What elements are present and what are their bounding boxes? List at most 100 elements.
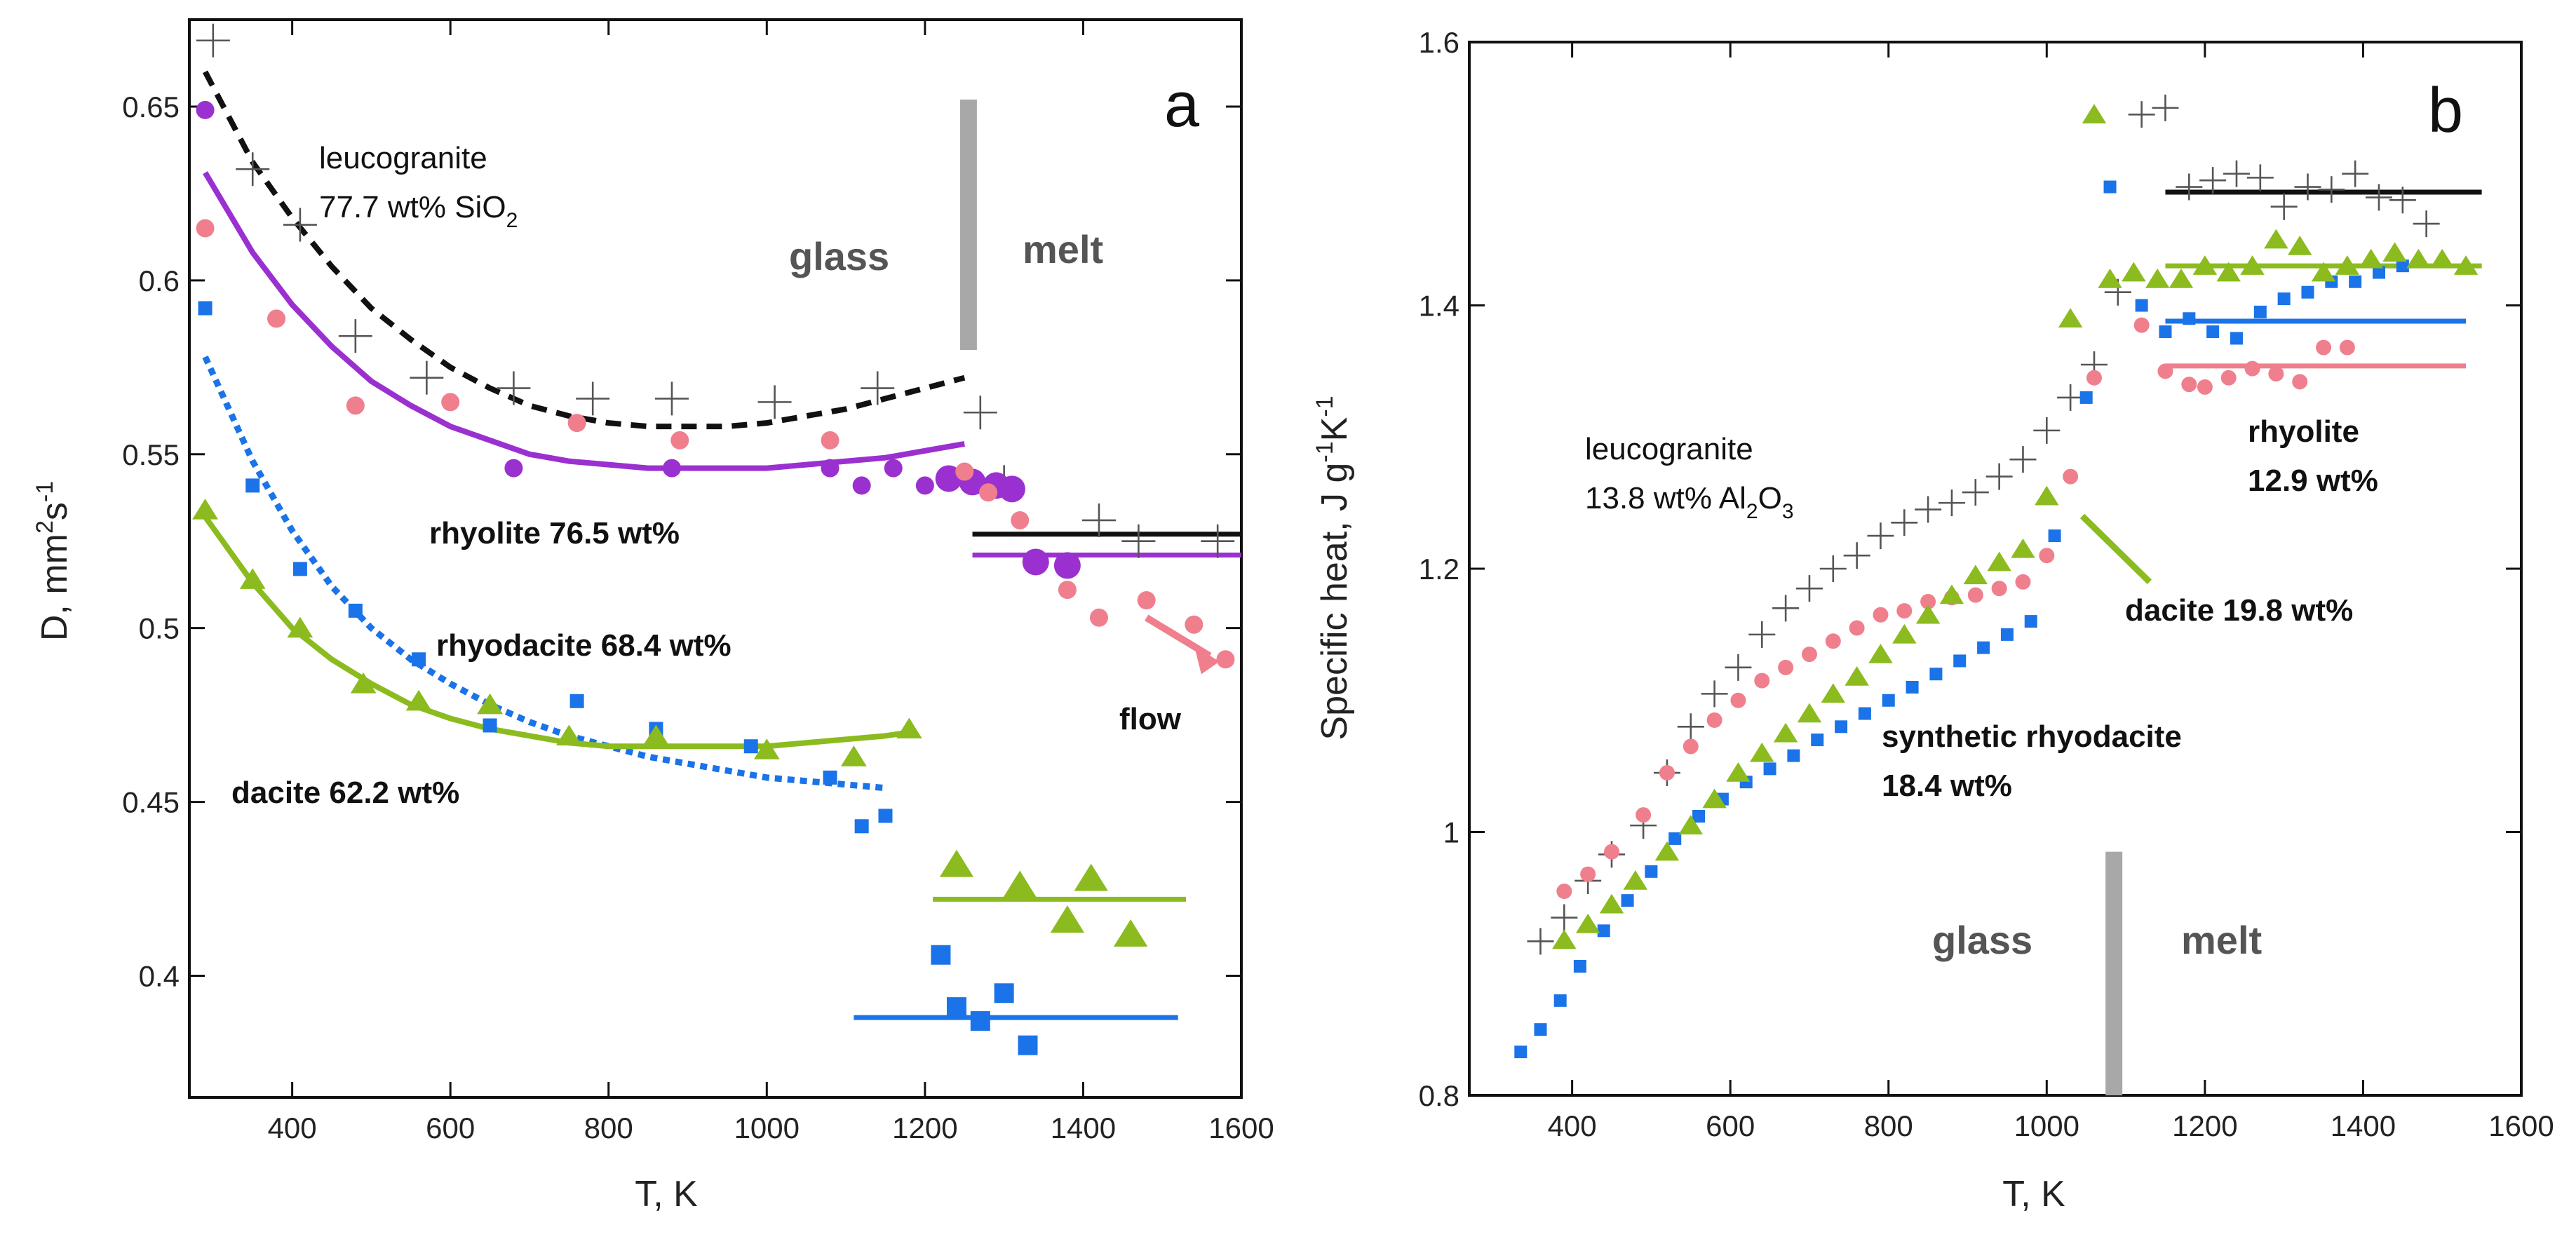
b-rhyolite-point-20 bbox=[2039, 548, 2055, 564]
b-rhyolite-point-26 bbox=[2197, 379, 2213, 395]
b-synthetic_rhyodacite-point-14 bbox=[1835, 720, 1848, 734]
a-leucogranite-label-line2: 77.7 wt% SiO2 bbox=[319, 190, 518, 232]
b-dacite-point-30 bbox=[2264, 229, 2288, 249]
b-dacite-point-21 bbox=[2058, 308, 2083, 328]
a-rhyolite_pink-point-5 bbox=[670, 431, 689, 449]
b-dacite-label: dacite 19.8 wt% bbox=[2125, 593, 2353, 628]
b-dacite-point-25 bbox=[2145, 268, 2170, 288]
b-rhyolite-point-18 bbox=[1991, 581, 2007, 597]
b-xtick-label-1400: 1400 bbox=[2331, 1109, 2396, 1142]
b-synthetic_rhyodacite-point-23 bbox=[2048, 529, 2061, 543]
b-dacite-point-36 bbox=[2406, 248, 2431, 269]
a-rhyolite_pink-point-0 bbox=[196, 219, 215, 238]
a-leucogranite-point-0 bbox=[196, 23, 230, 58]
a-rhyolite_purple-point-10 bbox=[998, 475, 1025, 503]
b-ytick-label-4: 1.6 bbox=[1419, 26, 1459, 59]
a-rhyolite_purple-point-3 bbox=[821, 459, 839, 478]
b-leucogranite-point-15 bbox=[1891, 509, 1918, 536]
b-synthetic_rhyodacite-point-36 bbox=[2372, 266, 2385, 279]
b-synthetic_rhyodacite-point-4 bbox=[1597, 924, 1610, 938]
b-synthetic_rhyodacite-point-18 bbox=[1929, 668, 1943, 681]
b-leucogranite-point-25 bbox=[2128, 101, 2155, 128]
a-rhyolite_purple-point-12 bbox=[1053, 552, 1081, 579]
a-leucogranite-point-5 bbox=[497, 371, 531, 405]
a-rhyodacite-point-9 bbox=[823, 770, 837, 785]
b-rhyolite-point-15 bbox=[1920, 593, 1936, 609]
a-dacite-point-15 bbox=[1113, 919, 1148, 947]
a-leucogranite-point-10 bbox=[963, 396, 997, 430]
b-synthetic_rhyodacite-point-16 bbox=[1882, 694, 1895, 707]
b-rhyolite-point-3 bbox=[1636, 807, 1652, 823]
b-leucogranite-point-35 bbox=[2365, 184, 2392, 211]
b-dacite-point-4 bbox=[1654, 841, 1680, 861]
a-rhyolite_purple-point-11 bbox=[1022, 548, 1049, 576]
a-rhyodacite-point-6 bbox=[569, 694, 584, 708]
a-rhyolite_purple-point-7 bbox=[935, 465, 962, 492]
a-xtick-label-800: 800 bbox=[584, 1111, 633, 1144]
b-rhyolite-point-22 bbox=[2086, 370, 2102, 386]
b-leucogranite-point-10 bbox=[1772, 595, 1800, 622]
b-rhyolite-point-2 bbox=[1604, 844, 1620, 860]
b-rhyolite-point-27 bbox=[2220, 370, 2237, 386]
a-dacite-point-9 bbox=[840, 745, 867, 766]
a-rhyolite_purple-point-5 bbox=[884, 459, 903, 478]
panel-a-annotations: a leucogranite 77.7 wt% SiO2 rhyolite 76… bbox=[231, 70, 1200, 810]
b-dacite-point-12 bbox=[1845, 665, 1869, 686]
a-rhyolite_purple-point-0 bbox=[196, 100, 215, 119]
b-dacite-point-27 bbox=[2192, 255, 2218, 275]
b-dacite-point-15 bbox=[1915, 604, 1941, 624]
b-dacite-point-1 bbox=[1575, 913, 1600, 933]
a-rhyolite_purple-point-6 bbox=[915, 476, 934, 495]
b-dacite-point-33 bbox=[2335, 255, 2360, 275]
a-rhyolite_pink-point-9 bbox=[1011, 511, 1030, 529]
b-rhyolite-point-23 bbox=[2133, 317, 2150, 333]
b-synthetic-label-line2: 18.4 wt% bbox=[1882, 769, 2012, 803]
b-dacite-point-5 bbox=[1678, 815, 1704, 834]
b-leucogranite-point-36 bbox=[2389, 187, 2416, 214]
a-leucogranite-point-12 bbox=[1081, 503, 1116, 537]
b-synthetic_rhyodacite-point-31 bbox=[2253, 305, 2267, 318]
b-leucogranite-point-16 bbox=[1915, 496, 1942, 523]
a-rhyodacite-point-16 bbox=[1018, 1035, 1038, 1055]
a-xtick-label-400: 400 bbox=[268, 1111, 317, 1144]
b-rhyolite-point-29 bbox=[2268, 366, 2284, 382]
a-rhyodacite-point-4 bbox=[412, 652, 426, 667]
b-rhyolite-point-11 bbox=[1825, 633, 1841, 649]
a-leucogranite-label-main: 77.7 wt% SiO bbox=[319, 190, 506, 224]
a-rhyodacite-point-8 bbox=[743, 739, 758, 754]
a-ytick-label-2: 0.5 bbox=[139, 612, 180, 645]
a-dacite-point-2 bbox=[287, 616, 313, 638]
b-leucogranite-point-37 bbox=[2413, 210, 2440, 238]
b-leucogranite-point-21 bbox=[2033, 417, 2061, 444]
a-leucogranite-point-2 bbox=[283, 208, 317, 242]
a-rhyolite_purple-point-1 bbox=[504, 459, 523, 478]
a-dacite-point-10 bbox=[896, 717, 922, 739]
a-leucogranite-point-9 bbox=[861, 371, 895, 405]
a-ytick-label-3: 0.55 bbox=[122, 438, 180, 471]
b-synthetic-label-line1: synthetic rhyodacite bbox=[1882, 719, 2182, 754]
b-synthetic_rhyodacite-point-26 bbox=[2135, 299, 2148, 312]
b-synthetic_rhyodacite-point-15 bbox=[1858, 707, 1871, 720]
b-rhyolite-point-13 bbox=[1873, 607, 1889, 623]
a-dacite-label: dacite 62.2 wt% bbox=[231, 776, 459, 810]
b-dacite-point-17 bbox=[1963, 565, 1988, 585]
b-synthetic_rhyodacite-point-13 bbox=[1811, 734, 1824, 747]
a-leucogranite-point-1 bbox=[236, 152, 270, 187]
a-dacite-point-7 bbox=[643, 724, 669, 745]
b-ytick-label-0: 0.8 bbox=[1419, 1079, 1459, 1112]
b-synthetic_rhyodacite-point-8 bbox=[1692, 809, 1706, 823]
a-rhyolite_purple-point-4 bbox=[852, 476, 871, 495]
panel-a-fit-lines bbox=[202, 70, 1241, 1020]
b-rhyolite-point-8 bbox=[1754, 672, 1770, 689]
b-synthetic_rhyodacite-point-37 bbox=[2396, 259, 2409, 273]
a-flow-arrow-head bbox=[1194, 646, 1220, 675]
b-synthetic_rhyodacite-point-0 bbox=[1514, 1046, 1528, 1059]
b-leucogranite-point-18 bbox=[1962, 479, 1989, 506]
b-rhyolite-point-25 bbox=[2181, 377, 2197, 393]
b-leucogranite-point-13 bbox=[1843, 542, 1870, 569]
b-dacite-point-0 bbox=[1552, 929, 1577, 949]
b-ytick-label-2: 1.2 bbox=[1419, 553, 1459, 586]
a-xtick-label-1000: 1000 bbox=[734, 1111, 800, 1144]
b-dacite-point-11 bbox=[1821, 683, 1846, 703]
a-leucogranite-point-13 bbox=[1121, 524, 1156, 558]
